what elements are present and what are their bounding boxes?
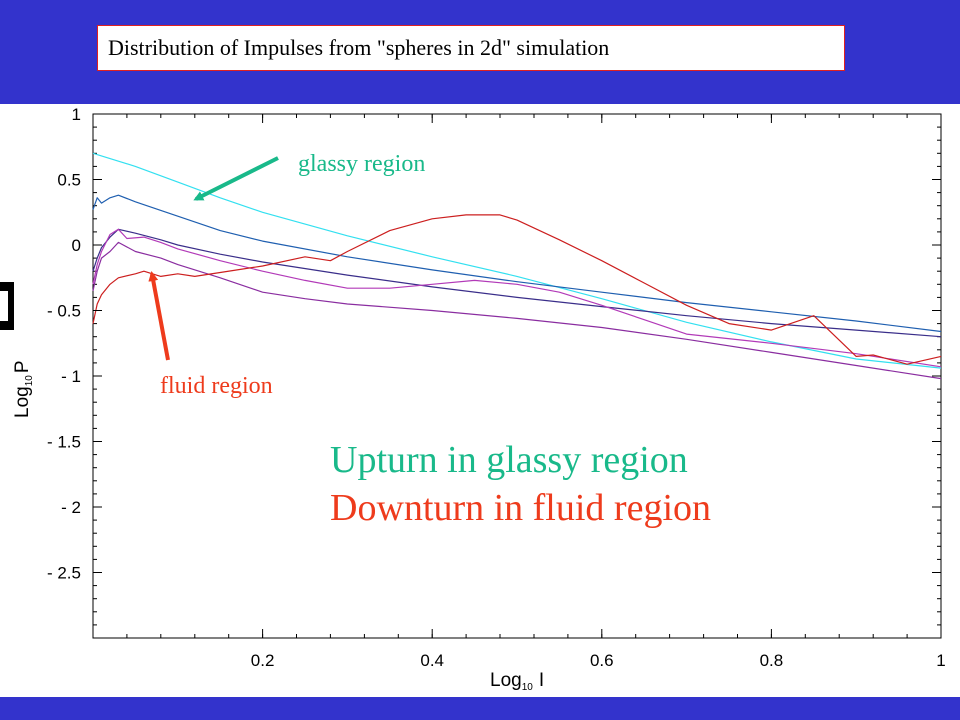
- svg-text:Log10P: Log10 P: [12, 360, 35, 418]
- series-line-purple: [92, 241, 942, 380]
- y-axis-title-variable: P: [12, 360, 33, 373]
- side-bracket-mark: [0, 282, 14, 330]
- y-tick-label: 1: [72, 105, 81, 124]
- x-axis-title: Log10 I: [490, 670, 544, 693]
- tick-layer: 0.2 0.4 0.6 0.8 1 1 0.5 0 - 0.5 - 1 - 1.5 - 2 - 2.5: [47, 105, 946, 670]
- x-axis-title-log: Log: [490, 670, 522, 691]
- fluid-region-label: fluid region: [160, 373, 273, 399]
- x-tick-label: 0.8: [760, 651, 784, 670]
- slide-title: Distribution of Impulses from "spheres i…: [108, 35, 610, 60]
- glassy-arrow: [193, 156, 279, 201]
- slide-title-box: Distribution of Impulses from "spheres i…: [97, 25, 845, 71]
- y-tick-label: - 1.5: [47, 433, 81, 452]
- y-tick-label: - 2: [61, 498, 81, 517]
- glassy-region-label: glassy region: [298, 151, 425, 177]
- upturn-annotation: Upturn in glassy region: [330, 439, 688, 481]
- series-layer: [92, 152, 942, 380]
- series-line-blue: [92, 194, 942, 333]
- downturn-annotation: Downturn in fluid region: [330, 487, 711, 529]
- fluid-arrow: [148, 271, 170, 361]
- x-axis-title-subscript: 10: [522, 682, 534, 693]
- x-tick-label: 0.6: [590, 651, 614, 670]
- x-tick-label: 0.4: [420, 651, 444, 670]
- x-tick-label: 0.2: [251, 651, 275, 670]
- y-axis-title-log: Log: [12, 386, 33, 418]
- series-line-navy: [92, 228, 942, 338]
- series-line-red: [92, 214, 942, 365]
- y-tick-label: - 1: [61, 367, 81, 386]
- bottom-band: [0, 697, 960, 720]
- y-tick-label: - 0.5: [47, 302, 81, 321]
- y-tick-label: - 2.5: [47, 564, 81, 583]
- series-line-cyan: [92, 152, 942, 369]
- x-tick-label: 1: [936, 651, 945, 670]
- x-axis-title-variable: I: [539, 670, 544, 691]
- y-tick-label: 0: [72, 236, 81, 255]
- y-tick-label: 0.5: [57, 171, 81, 190]
- y-axis-title-subscript: 10: [24, 375, 35, 387]
- y-axis-title: Log10 P: [12, 360, 35, 418]
- series-line-magenta: [92, 228, 942, 368]
